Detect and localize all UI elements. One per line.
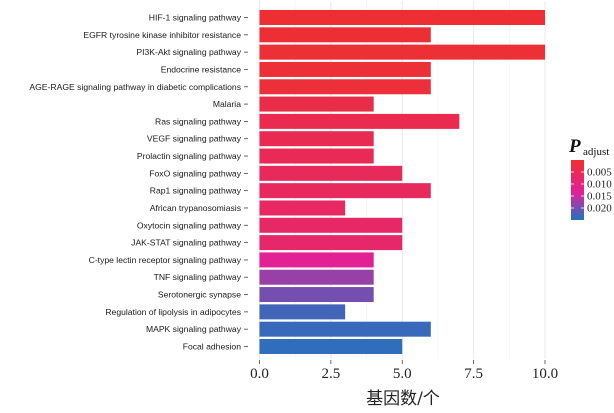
bar [259, 252, 374, 268]
bar [259, 79, 431, 95]
category-label: Regulation of lipolysis in adipocytes [105, 307, 241, 317]
bar [259, 44, 545, 60]
category-label: AGE-RAGE signaling pathway in diabetic c… [29, 82, 241, 92]
bar [259, 10, 545, 25]
category-label: African trypanosomiasis [150, 203, 241, 213]
category-label: Ras signaling pathway [155, 116, 242, 126]
category-label: Malaria [213, 99, 241, 109]
bar [259, 148, 374, 164]
category-label: Serotonergic synapse [158, 290, 241, 300]
legend-tick-label: 0.015 [587, 191, 612, 203]
category-label: EGFR tyrosine kinase inhibitor resistanc… [83, 30, 241, 40]
bar [259, 96, 374, 112]
bar [259, 113, 460, 129]
bar [259, 304, 346, 320]
bar [259, 61, 431, 77]
category-label: Prolactin signaling pathway [137, 151, 242, 161]
x-axis-title: 基因数/个 [366, 389, 440, 409]
x-tick-label: 2.5 [322, 366, 341, 382]
bar [259, 27, 431, 43]
x-tick-label: 7.5 [464, 366, 483, 382]
category-label: Endocrine resistance [161, 64, 241, 74]
category-label: PI3K-Akt signaling pathway [136, 47, 241, 57]
category-label: Focal adhesion [183, 342, 242, 352]
legend-title: P [568, 136, 581, 157]
bar [259, 183, 431, 199]
bar [259, 200, 346, 216]
category-label: Oxytocin signaling pathway [137, 220, 242, 230]
bar [259, 235, 403, 251]
bar [259, 339, 403, 354]
legend-colorbar [571, 160, 584, 220]
legend-tick-label: 0.005 [587, 167, 612, 179]
category-labels: HIF-1 signaling pathway EGFR tyrosine kin… [29, 13, 248, 352]
category-label: C-type lectin receptor signaling pathway [89, 255, 242, 265]
legend-tick-label: 0.010 [587, 179, 612, 191]
category-label: JAK-STAT signaling pathway [131, 238, 242, 248]
bar [259, 131, 374, 147]
category-label: MAPK signaling pathway [146, 324, 242, 334]
legend-title-subscript: adjust [583, 146, 609, 158]
bar [259, 321, 431, 337]
bar [259, 269, 374, 285]
bar [259, 287, 374, 303]
x-tick-label: 5.0 [393, 366, 412, 382]
category-label: HIF-1 signaling pathway [149, 13, 242, 23]
bars [259, 10, 545, 354]
category-label: FoxO signaling pathway [149, 168, 241, 178]
bar [259, 217, 403, 233]
x-tick-label: 10.0 [532, 366, 558, 382]
x-tick-label: 0.0 [250, 366, 269, 382]
category-label: Rap1 signaling pathway [150, 186, 242, 196]
category-label: VEGF signaling pathway [147, 134, 242, 144]
legend-tick-label: 0.020 [587, 203, 612, 215]
bar [259, 165, 403, 181]
x-axis-ticks: 0.0 2.5 5.0 7.5 10.0 [250, 360, 558, 382]
category-label: TNF signaling pathway [154, 272, 242, 282]
